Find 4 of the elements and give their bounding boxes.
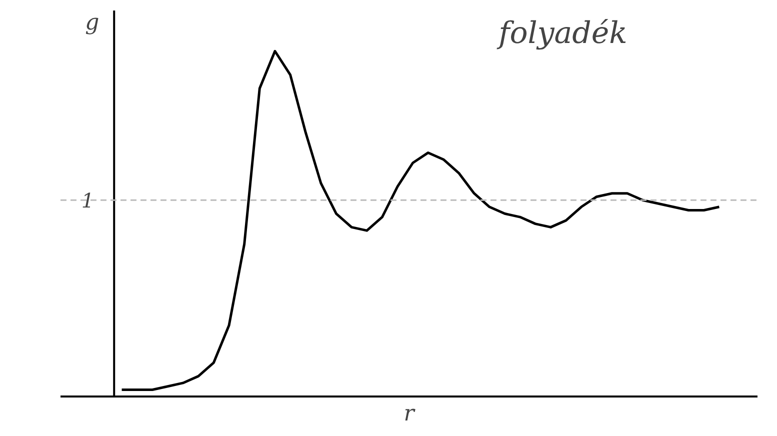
text: folyadék bbox=[496, 16, 628, 52]
y-axis-title: g bbox=[85, 10, 100, 36]
ref-line-label: 1 bbox=[81, 188, 94, 213]
x-axis-title: r bbox=[404, 402, 416, 426]
